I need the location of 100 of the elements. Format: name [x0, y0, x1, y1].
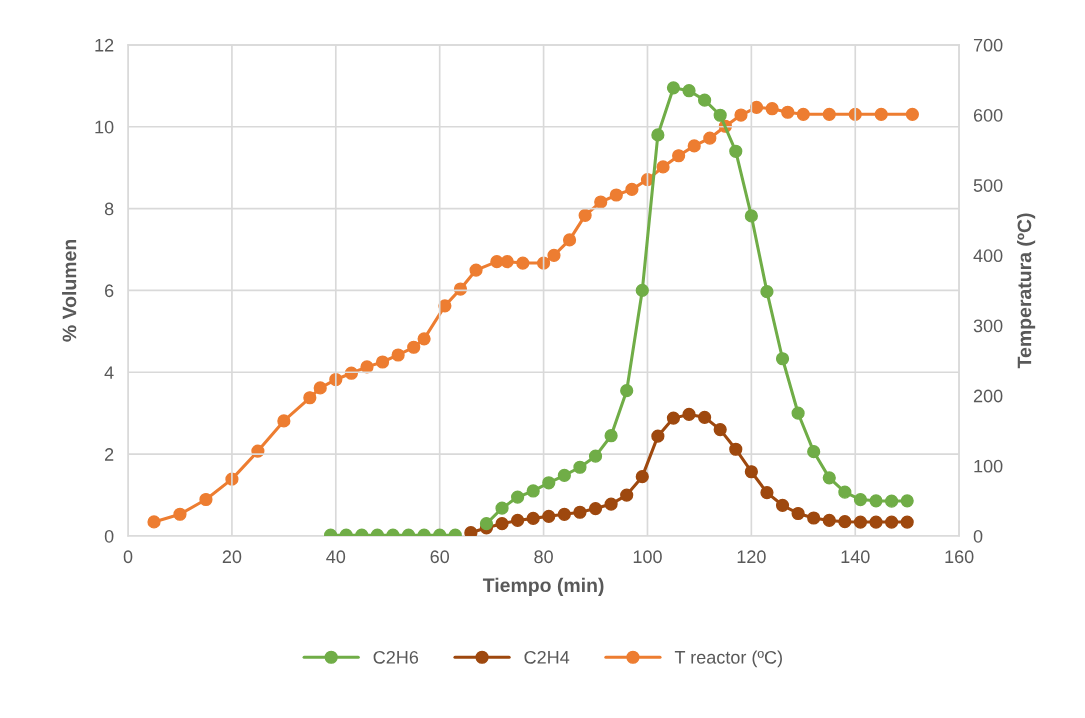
y-tick-label: 2 — [105, 448, 114, 461]
point — [651, 128, 665, 142]
y2-tick-label: 200 — [973, 389, 1003, 403]
point — [453, 282, 468, 296]
point — [713, 422, 727, 437]
point — [729, 442, 743, 456]
y2-tick-label: 500 — [973, 179, 1003, 192]
point — [796, 107, 810, 121]
point — [765, 102, 779, 116]
point — [682, 84, 696, 98]
point — [495, 517, 509, 531]
point — [500, 255, 514, 269]
point — [853, 515, 868, 529]
point — [729, 144, 743, 158]
point — [604, 497, 618, 511]
x-tick-label: 60 — [430, 550, 450, 564]
point — [526, 511, 540, 525]
point — [407, 340, 421, 354]
point — [734, 108, 748, 122]
x-tick-label: 160 — [945, 550, 974, 564]
point — [609, 188, 623, 202]
point — [760, 285, 774, 299]
point — [749, 100, 764, 114]
point — [698, 93, 712, 107]
x-tick-label: 120 — [737, 550, 766, 564]
legend-label: C2H6 — [373, 650, 419, 664]
y-tick-label: 6 — [105, 284, 114, 298]
point — [666, 411, 681, 425]
point — [807, 511, 821, 525]
x-tick-label: 0 — [123, 550, 133, 564]
point — [620, 384, 634, 398]
point — [744, 465, 758, 479]
point — [775, 498, 790, 512]
point — [905, 107, 919, 121]
point — [573, 505, 587, 519]
point — [542, 509, 556, 523]
x-tick-label: 80 — [534, 550, 553, 564]
y2-tick-label: 400 — [973, 249, 1003, 263]
legend-label: T reactor (ºC) — [674, 650, 782, 668]
point — [885, 515, 899, 529]
legend-label: C2H4 — [524, 650, 570, 664]
point — [656, 160, 670, 174]
point — [744, 209, 758, 223]
point — [781, 105, 795, 119]
y2-tick-label: 100 — [974, 459, 1003, 473]
point — [594, 195, 608, 209]
x-tick-label: 100 — [633, 550, 662, 564]
point — [588, 449, 603, 463]
point — [791, 506, 805, 521]
point — [775, 352, 790, 366]
point — [885, 494, 899, 508]
point — [588, 501, 603, 516]
point — [511, 490, 525, 504]
y2-axis-title: Temperatura (ºC) — [1017, 213, 1036, 369]
point — [277, 414, 291, 428]
point — [698, 410, 712, 424]
point — [547, 248, 561, 262]
point — [682, 407, 696, 422]
point — [703, 131, 717, 145]
point — [838, 515, 852, 529]
point — [666, 81, 681, 95]
point — [635, 470, 649, 484]
y-tick-label: 4 — [104, 366, 114, 379]
y-tick-label: 12 — [95, 38, 114, 52]
y-axis-title: % Volumen — [62, 239, 77, 342]
point — [713, 108, 727, 122]
x-tick-label: 40 — [326, 550, 346, 564]
point — [303, 391, 317, 405]
point — [869, 494, 883, 508]
point — [874, 107, 888, 121]
point — [173, 507, 187, 521]
point — [822, 471, 836, 485]
point — [687, 139, 701, 153]
point — [822, 513, 836, 528]
point — [620, 488, 634, 502]
point — [672, 149, 686, 163]
y2-tick-label: 700 — [973, 38, 1003, 52]
point — [822, 107, 836, 121]
point — [853, 492, 868, 507]
x-axis-title: Tiempo (min) — [482, 577, 604, 596]
point — [542, 476, 556, 490]
point — [526, 484, 540, 498]
point — [760, 486, 774, 500]
point — [516, 256, 530, 270]
y2-tick-label: 300 — [973, 319, 1003, 333]
point — [869, 515, 883, 529]
point — [900, 494, 914, 508]
point — [651, 429, 665, 443]
point — [147, 515, 161, 529]
y-tick-label: 8 — [104, 202, 114, 216]
point — [557, 507, 571, 521]
point — [604, 429, 618, 443]
point — [900, 515, 914, 529]
point — [791, 406, 805, 420]
point — [417, 332, 431, 346]
point — [391, 348, 405, 362]
point — [490, 255, 504, 269]
point — [199, 492, 213, 507]
point — [635, 283, 649, 298]
point — [464, 526, 478, 536]
